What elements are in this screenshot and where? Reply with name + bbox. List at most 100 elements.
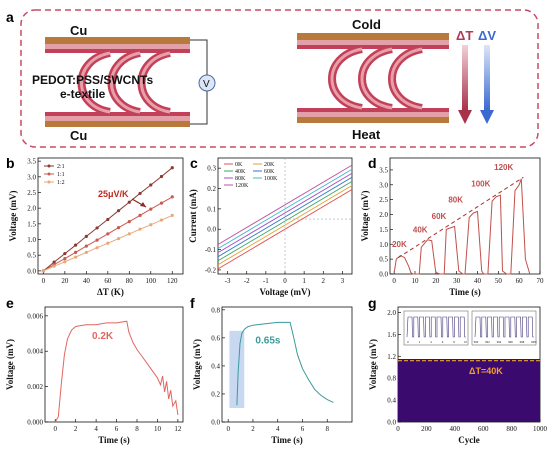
y-tick-label: 0.0 (207, 226, 216, 234)
y-tick-label: 0.0 (211, 419, 220, 427)
legend-marker (47, 164, 51, 168)
y-tick-label: 0.006 (27, 312, 43, 320)
plot-frame (44, 306, 184, 423)
data-point (95, 226, 99, 230)
y-tick-label: 0.5 (27, 252, 36, 260)
x-tick-label: 4 (94, 425, 98, 433)
y-tick-label: 0.0 (379, 271, 388, 279)
data-point (73, 255, 78, 259)
series-line-120K (217, 164, 353, 245)
chart-c: c -3 -2 -1 0 1 2 3 -0.2 -0.1 0.0 0.1 0.2 0.3 Voltage (… (188, 155, 353, 297)
x-axis-label: Time (s) (449, 287, 481, 297)
y-tick-label: 0.5 (379, 256, 388, 264)
data-point (170, 213, 174, 217)
right-device: Cold Heat ΔT ΔV (297, 17, 496, 142)
y-tick-label: 0.2 (211, 390, 220, 398)
legend-label: 80K (235, 176, 246, 182)
y-tick-label: 0.8 (387, 375, 396, 383)
step-label: 80K (448, 196, 463, 205)
inset-tick-label: 8 (453, 340, 455, 344)
series-line-40K (217, 181, 353, 262)
inset-trace (406, 316, 466, 338)
voltage-trace (393, 178, 531, 275)
x-tick-label: 2 (322, 277, 326, 285)
cycling-band (398, 359, 540, 422)
step-label: 60K (432, 212, 447, 221)
legend-label: 1:2 (57, 180, 65, 186)
x-tick-label: 800 (506, 425, 517, 433)
series-line-20K (217, 185, 353, 266)
y-tick-label: -0.2 (205, 266, 217, 274)
inset-tick-label: 990 (474, 340, 479, 344)
x-tick-label: 80 (126, 277, 134, 285)
svg-text:V: V (203, 79, 210, 90)
inset-tick-label: 10 (464, 340, 468, 344)
inset-tick-label: 998 (520, 340, 525, 344)
legend-label: 2:1 (57, 164, 65, 170)
data-point (106, 241, 110, 245)
data-point (95, 246, 99, 250)
x-tick-label: 20 (432, 277, 440, 285)
x-tick-label: 40 (474, 277, 482, 285)
bottom-electrode-label: Cu (70, 128, 87, 143)
inset-tick-label: 994 (497, 340, 502, 344)
x-axis-label: Voltage (mV) (260, 287, 311, 297)
data-point (116, 226, 121, 230)
y-tick-label: 3.0 (27, 173, 36, 181)
data-point (116, 209, 121, 213)
y-tick-label: 0.002 (27, 383, 43, 391)
x-tick-label: 70 (537, 277, 545, 285)
y-axis-label: Voltage (mV) (5, 339, 15, 390)
x-tick-label: 0 (283, 277, 287, 285)
y-axis-label: Voltage (mV) (192, 339, 202, 390)
delta-t-label: ΔT (456, 28, 473, 43)
response-time-annotation: 0.65s (255, 335, 280, 346)
x-tick-label: 0 (42, 277, 46, 285)
inset-tick-label: 1000 (531, 340, 538, 344)
legend-label: 120K (235, 183, 249, 189)
x-tick-label: 10 (154, 425, 162, 433)
x-tick-label: 2 (251, 425, 255, 433)
inset-trace (474, 316, 534, 338)
x-tick-label: 60 (516, 277, 524, 285)
data-point (127, 220, 131, 224)
material-label-2: e-textile (60, 87, 106, 101)
delta-v-label: ΔV (478, 28, 496, 43)
panel-label: g (368, 295, 377, 311)
x-tick-label: 0 (53, 425, 57, 433)
data-point (138, 227, 142, 231)
inset-tick-label: 996 (508, 340, 513, 344)
y-tick-label: 0.2 (207, 185, 216, 193)
chart-f: f 0 2 4 6 8 0.0 0.2 0.4 0.6 0.8 Time (s) Voltage (mV… (190, 295, 353, 445)
legend-label: 40K (235, 169, 246, 175)
plot-frame (37, 157, 184, 275)
data-point (84, 250, 88, 254)
legend-label: 20K (264, 162, 275, 168)
y-tick-label: 2.0 (387, 309, 396, 317)
x-tick-label: 120 (167, 277, 178, 285)
voltage-trace (236, 321, 334, 406)
data-point (127, 200, 131, 204)
response-time-highlight (229, 330, 245, 408)
y-tick-label: 0.0 (387, 419, 396, 427)
data-point (170, 166, 174, 170)
y-tick-label: 0.000 (27, 419, 43, 427)
y-tick-label: 3.5 (379, 166, 388, 174)
plot-frame (221, 306, 353, 423)
data-point (52, 264, 56, 268)
y-tick-label: 0.004 (27, 348, 43, 356)
slope-annotation: 25μV/K (98, 189, 129, 199)
y-tick-label: 1.5 (27, 220, 36, 228)
x-tick-label: 30 (453, 277, 461, 285)
y-tick-label: 2.0 (379, 211, 388, 219)
x-tick-label: 0 (392, 277, 396, 285)
plot-frame (389, 157, 541, 275)
data-point (73, 243, 78, 247)
data-point (95, 238, 99, 242)
step-label: 120K (494, 163, 513, 172)
inset-inset_right (471, 310, 537, 346)
heat-label: Heat (352, 127, 381, 142)
material-label: PEDOT:PSS/SWCNTs (32, 73, 153, 87)
panel-label: d (368, 155, 377, 171)
